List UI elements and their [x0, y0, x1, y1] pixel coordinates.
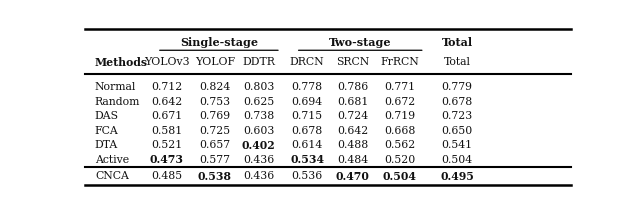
Text: 0.488: 0.488 [337, 140, 369, 150]
Text: 0.504: 0.504 [442, 155, 472, 165]
Text: 0.495: 0.495 [440, 171, 474, 182]
Text: Total: Total [442, 37, 472, 48]
Text: 0.668: 0.668 [384, 126, 415, 136]
Text: 0.769: 0.769 [199, 111, 230, 121]
Text: 0.625: 0.625 [243, 97, 274, 106]
Text: 0.484: 0.484 [337, 155, 369, 165]
Text: 0.536: 0.536 [292, 171, 323, 181]
Text: YOLOv3: YOLOv3 [144, 57, 189, 67]
Text: FrRCN: FrRCN [381, 57, 419, 67]
Text: 0.504: 0.504 [383, 171, 417, 182]
Text: DRCN: DRCN [290, 57, 324, 67]
Text: 0.470: 0.470 [336, 171, 370, 182]
Text: FCA: FCA [95, 126, 118, 136]
Text: 0.678: 0.678 [442, 97, 472, 106]
Text: 0.778: 0.778 [292, 82, 323, 92]
Text: Methods: Methods [95, 57, 148, 68]
Text: Random: Random [95, 97, 140, 106]
Text: 0.681: 0.681 [337, 97, 369, 106]
Text: Active: Active [95, 155, 129, 165]
Text: 0.725: 0.725 [199, 126, 230, 136]
Text: 0.577: 0.577 [200, 155, 230, 165]
Text: DAS: DAS [95, 111, 119, 121]
Text: 0.719: 0.719 [385, 111, 415, 121]
Text: 0.712: 0.712 [151, 82, 182, 92]
Text: 0.738: 0.738 [243, 111, 274, 121]
Text: Normal: Normal [95, 82, 136, 92]
Text: 0.724: 0.724 [337, 111, 369, 121]
Text: Single-stage: Single-stage [180, 37, 258, 48]
Text: 0.581: 0.581 [151, 126, 182, 136]
Text: DDTR: DDTR [242, 57, 275, 67]
Text: CNCA: CNCA [95, 171, 129, 181]
Text: 0.614: 0.614 [292, 140, 323, 150]
Text: 0.520: 0.520 [384, 155, 415, 165]
Text: 0.436: 0.436 [243, 171, 274, 181]
Text: 0.436: 0.436 [243, 155, 274, 165]
Text: 0.779: 0.779 [442, 82, 472, 92]
Text: 0.485: 0.485 [151, 171, 182, 181]
Text: Two-stage: Two-stage [329, 37, 392, 48]
Text: 0.562: 0.562 [384, 140, 415, 150]
Text: 0.650: 0.650 [442, 126, 472, 136]
Text: SRCN: SRCN [336, 57, 369, 67]
Text: 0.771: 0.771 [385, 82, 415, 92]
Text: 0.715: 0.715 [292, 111, 323, 121]
Text: 0.541: 0.541 [442, 140, 472, 150]
Text: 0.402: 0.402 [242, 140, 275, 151]
Text: 0.694: 0.694 [292, 97, 323, 106]
Text: 0.824: 0.824 [199, 82, 230, 92]
Text: DTA: DTA [95, 140, 118, 150]
Text: 0.657: 0.657 [199, 140, 230, 150]
Text: 0.723: 0.723 [442, 111, 472, 121]
Text: YOLOF: YOLOF [195, 57, 235, 67]
Text: 0.642: 0.642 [151, 97, 182, 106]
Text: 0.603: 0.603 [243, 126, 275, 136]
Text: 0.671: 0.671 [151, 111, 182, 121]
Text: 0.538: 0.538 [198, 171, 232, 182]
Text: 0.473: 0.473 [150, 154, 184, 165]
Text: 0.753: 0.753 [199, 97, 230, 106]
Text: 0.521: 0.521 [151, 140, 182, 150]
Text: Total: Total [444, 57, 470, 67]
Text: 0.642: 0.642 [337, 126, 369, 136]
Text: 0.672: 0.672 [384, 97, 415, 106]
Text: 0.678: 0.678 [292, 126, 323, 136]
Text: 0.786: 0.786 [337, 82, 369, 92]
Text: 0.803: 0.803 [243, 82, 275, 92]
Text: 0.534: 0.534 [290, 154, 324, 165]
